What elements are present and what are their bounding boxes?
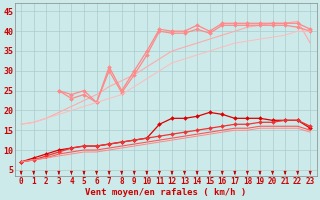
X-axis label: Vent moyen/en rafales ( km/h ): Vent moyen/en rafales ( km/h ) [85, 188, 246, 197]
